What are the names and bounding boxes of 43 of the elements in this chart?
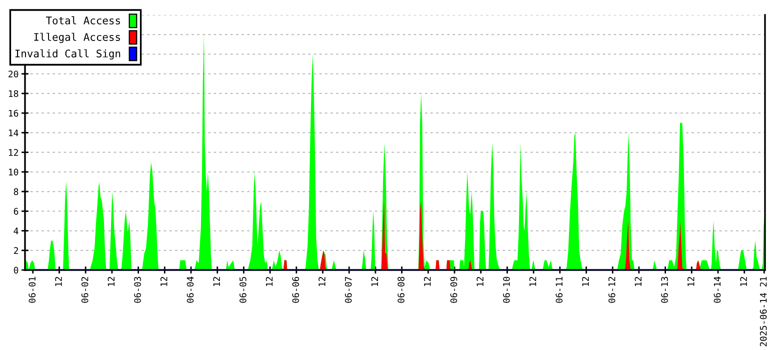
x-tick-label: 12 <box>740 277 747 286</box>
x-tick-label: 06-01 <box>28 276 36 303</box>
x-tick-label: 06-04 <box>186 276 194 303</box>
x-tick-label: 2025-06-14 21 <box>760 276 767 346</box>
x-tick-label: 06-10 <box>503 276 510 303</box>
x-tick-label: 06-08 <box>398 276 404 303</box>
y-tick-label: 6 <box>14 208 18 215</box>
x-tick-label: 12 <box>529 277 536 286</box>
y-tick-label: 4 <box>14 228 18 234</box>
x-tick-label: 12 <box>213 277 220 286</box>
x-tick-label: 12 <box>371 277 378 286</box>
x-tick-label: 06-14 <box>714 276 721 303</box>
x-tick-label: 06-06 <box>292 276 300 303</box>
y-tick-label: 10 <box>8 168 18 176</box>
x-tick-label: 06-12 <box>608 277 616 303</box>
legend-label: Illegal Access <box>34 32 120 44</box>
x-tick-label: 06-07 <box>344 276 352 303</box>
x-tick-label: 12 <box>634 277 642 286</box>
y-tick-label: 16 <box>8 110 18 117</box>
legend-label: Invalid Call Sign <box>15 49 120 60</box>
x-tick-label: 12 <box>266 277 273 286</box>
x-tick-label: 12 <box>55 277 62 286</box>
x-tick-label: 12 <box>687 277 694 286</box>
x-tick-label: 06-09 <box>450 276 458 303</box>
y-tick-label: 8 <box>14 188 18 196</box>
x-tick-label: 12 <box>160 277 168 286</box>
x-tick-label: 06-11 <box>556 276 563 303</box>
y-tick-label: 2 <box>14 247 18 254</box>
legend-label: Total Access <box>46 16 120 24</box>
y-tick-label: 0 <box>14 266 18 274</box>
x-tick-label: 06-13 <box>661 276 668 303</box>
y-tick-label: 18 <box>8 90 18 98</box>
y-tick-label: 14 <box>8 130 18 136</box>
x-tick-label: 12 <box>424 277 431 286</box>
x-tick-label: 06-02 <box>81 277 88 303</box>
y-tick-label: 20 <box>8 70 18 78</box>
y-tick-label: 12 <box>8 149 18 156</box>
x-tick-label: 12 <box>476 277 484 286</box>
x-tick-label: 06-05 <box>240 276 246 303</box>
x-tick-label: 12 <box>108 277 114 286</box>
x-tick-label: 06-03 <box>134 276 141 303</box>
x-tick-label: 12 <box>582 277 589 286</box>
x-tick-label: 12 <box>318 277 326 286</box>
